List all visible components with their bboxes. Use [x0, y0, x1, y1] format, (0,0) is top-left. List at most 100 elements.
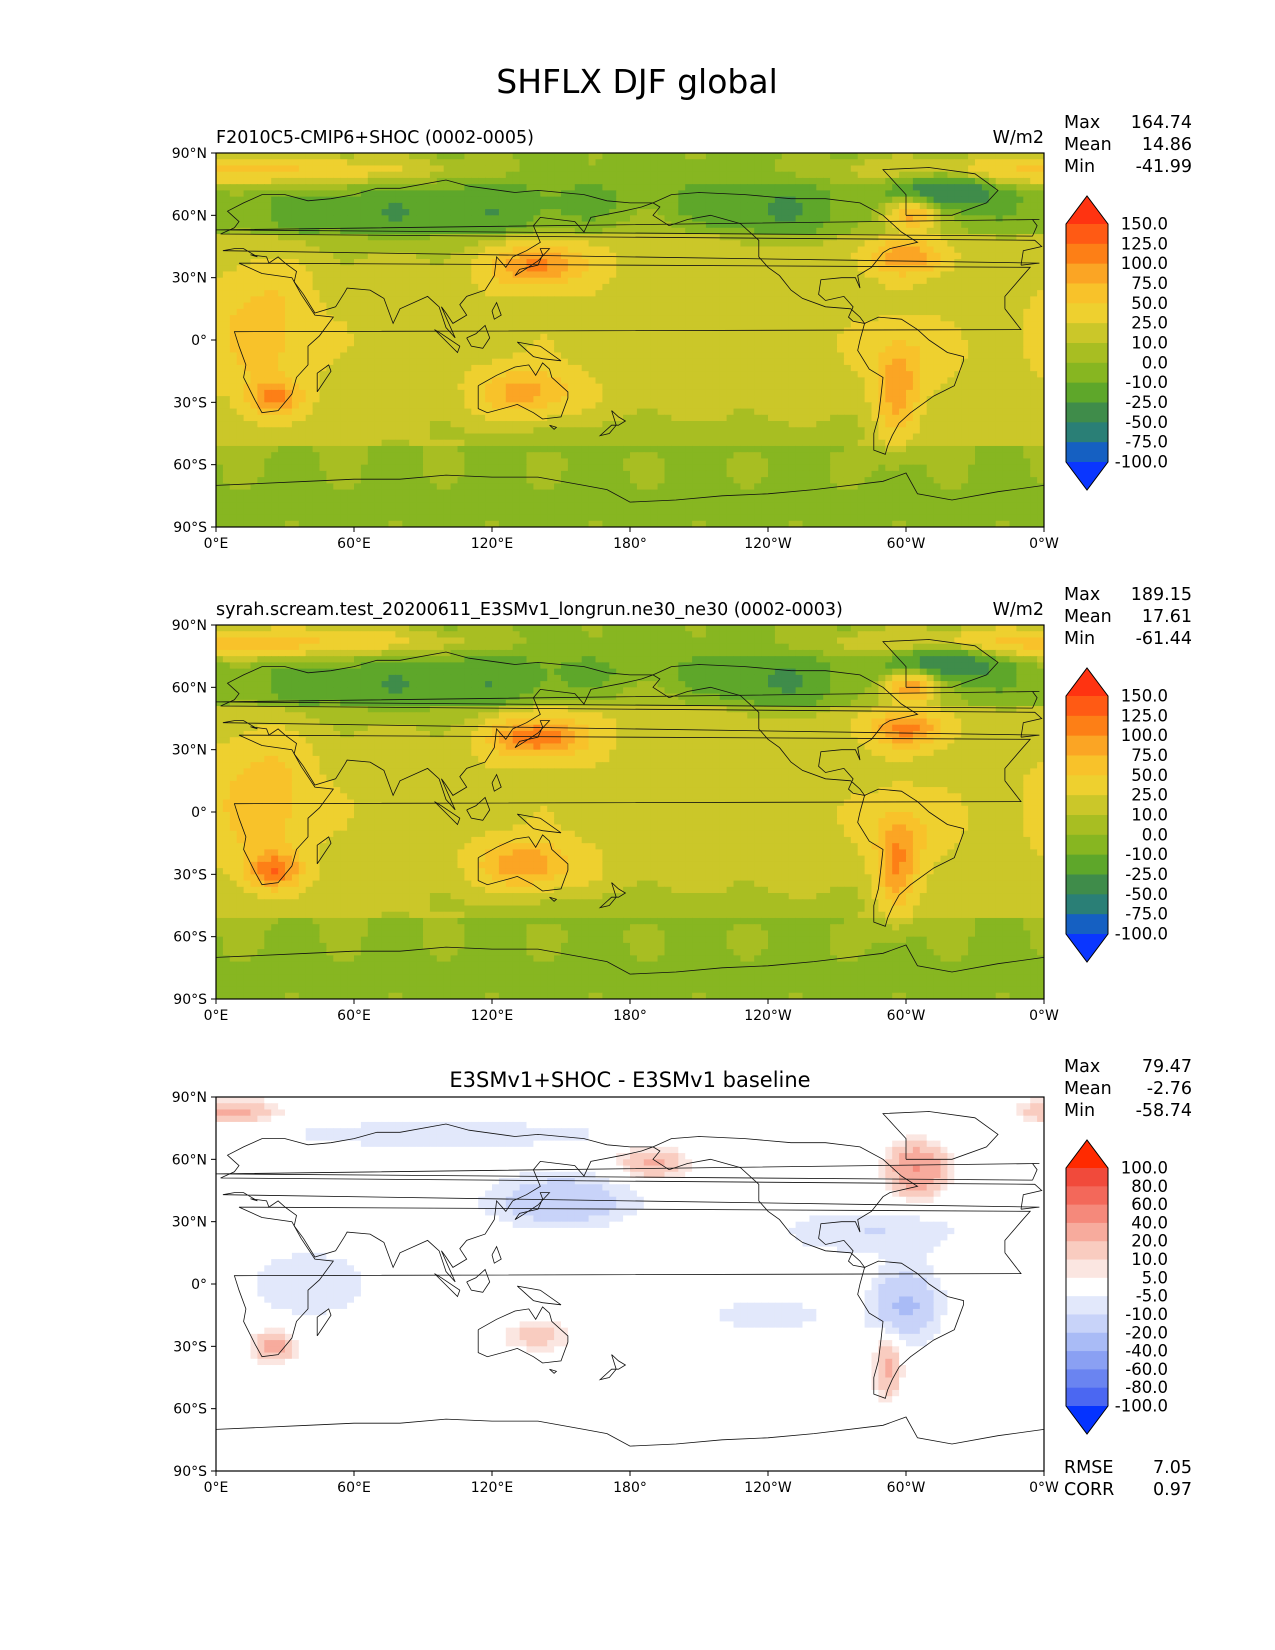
heatmap-cell — [643, 209, 652, 216]
heatmap-cell — [464, 315, 472, 322]
heatmap-cell — [650, 153, 659, 160]
heatmap-cell — [988, 371, 997, 378]
heatmap-cell — [685, 315, 693, 322]
heatmap-cell — [726, 159, 735, 167]
heatmap-cell — [278, 153, 286, 160]
heatmap-cell — [657, 302, 666, 310]
heatmap-cell — [574, 265, 583, 273]
heatmap-cell — [478, 352, 486, 360]
heatmap-cell — [305, 377, 314, 385]
heatmap-cell — [464, 252, 472, 260]
heatmap-cell — [671, 258, 679, 266]
heatmap-cell — [229, 346, 238, 354]
heatmap-cell — [981, 296, 990, 304]
heatmap-cell — [319, 333, 327, 341]
heatmap-cell — [498, 389, 507, 397]
heatmap-cell — [712, 271, 721, 279]
heatmap-cell — [216, 364, 224, 372]
heatmap-cell — [1009, 202, 1017, 210]
heatmap-cell — [781, 277, 790, 285]
heatmap-cell — [802, 277, 810, 285]
heatmap-cell — [650, 346, 659, 354]
heatmap-cell — [988, 346, 997, 354]
heatmap-cell — [906, 290, 914, 297]
heatmap-cell — [899, 271, 907, 279]
heatmap-cell — [650, 165, 659, 173]
heatmap-cell — [954, 364, 962, 372]
heatmap-cell — [423, 240, 431, 248]
heatmap-cell — [450, 315, 459, 322]
heatmap-cell — [540, 296, 548, 304]
heatmap-cell — [354, 321, 362, 329]
heatmap-cell — [360, 402, 369, 410]
heatmap-cell — [547, 396, 555, 403]
heatmap-cell — [264, 308, 272, 316]
heatmap-cell — [278, 277, 286, 285]
heatmap-cell — [975, 190, 983, 198]
heatmap-cell — [285, 389, 293, 397]
heatmap-cell — [768, 184, 776, 191]
heatmap-cell — [754, 177, 762, 185]
heatmap-cell — [347, 165, 355, 173]
heatmap-cell — [298, 389, 307, 397]
heatmap-cell — [581, 277, 590, 285]
heatmap-cell — [609, 383, 617, 391]
heatmap-cell — [312, 171, 321, 179]
heatmap-cell — [609, 190, 617, 198]
heatmap-cell — [236, 396, 245, 403]
heatmap-cell — [643, 190, 652, 198]
heatmap-cell — [954, 383, 962, 391]
heatmap-cell — [285, 209, 293, 216]
heatmap-cell — [250, 383, 258, 391]
heatmap-cell — [961, 221, 969, 229]
heatmap-cell — [347, 321, 355, 329]
heatmap-cell — [367, 333, 376, 341]
heatmap-cell — [222, 209, 231, 216]
heatmap-cell — [271, 377, 279, 385]
heatmap-cell — [857, 371, 866, 378]
heatmap-cell — [485, 321, 493, 329]
heatmap-cell — [705, 196, 714, 204]
heatmap-cell — [830, 290, 838, 297]
heatmap-cell — [360, 358, 369, 366]
heatmap-cell — [643, 321, 652, 329]
heatmap-cell — [705, 327, 714, 335]
heatmap-cell — [450, 377, 459, 385]
heatmap-cell — [919, 271, 928, 279]
heatmap-cell — [347, 202, 355, 210]
heatmap-cell — [450, 215, 459, 223]
heatmap-cell — [319, 340, 327, 347]
heatmap-cell — [1009, 153, 1017, 160]
heatmap-cell — [271, 340, 279, 347]
heatmap-cell — [388, 408, 396, 416]
heatmap-cell — [885, 271, 893, 279]
heatmap-cell — [216, 221, 224, 229]
heatmap-cell — [360, 308, 369, 316]
heatmap-cell — [761, 209, 769, 216]
heatmap-cell — [850, 364, 859, 372]
heatmap-cell — [912, 283, 921, 291]
heatmap-cell — [285, 221, 293, 229]
heatmap-cell — [954, 221, 962, 229]
heatmap-cell — [747, 153, 755, 160]
heatmap-cell — [574, 396, 583, 403]
heatmap-cell — [374, 358, 383, 366]
heatmap-cell — [795, 184, 804, 191]
heatmap-cell — [981, 333, 990, 341]
heatmap-cell — [857, 265, 866, 273]
heatmap-cell — [588, 153, 597, 160]
heatmap-cell — [264, 346, 272, 354]
heatmap-cell — [367, 364, 376, 372]
heatmap-cell — [236, 202, 245, 210]
heatmap-cell — [947, 209, 955, 216]
heatmap-cell — [823, 240, 831, 248]
heatmap-cell — [492, 296, 500, 304]
heatmap-cell — [623, 265, 631, 273]
heatmap-cell — [968, 296, 976, 304]
heatmap-cell — [885, 209, 893, 216]
heatmap-cell — [360, 315, 369, 322]
heatmap-cell — [692, 171, 700, 179]
heatmap-cell — [650, 246, 659, 254]
heatmap-cell — [236, 227, 245, 235]
heatmap-cell — [567, 364, 576, 372]
